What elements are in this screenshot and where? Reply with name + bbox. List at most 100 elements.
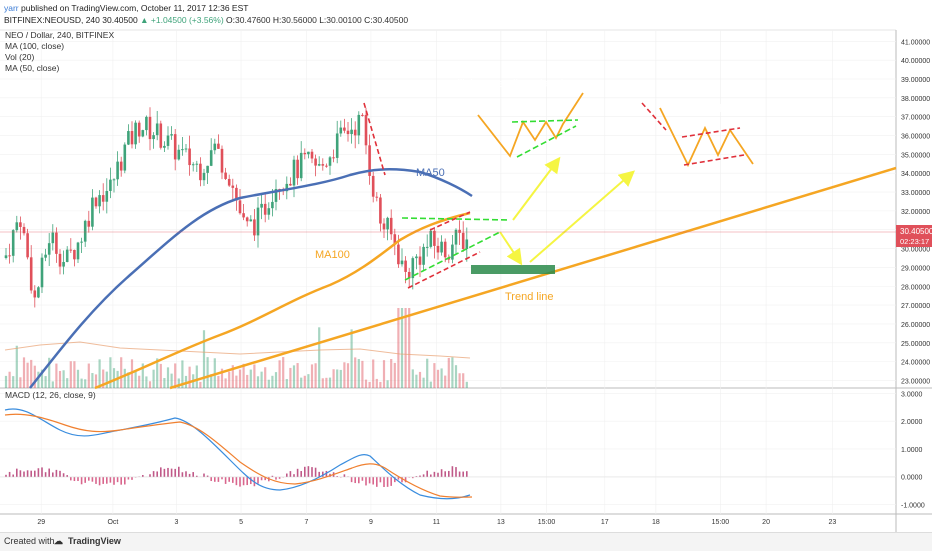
macd-bar — [20, 470, 22, 477]
macd-bar — [354, 477, 356, 483]
volume-bar — [19, 377, 21, 388]
candle-body — [203, 173, 206, 180]
macd-bar — [448, 471, 450, 477]
candle-body — [325, 166, 328, 167]
macd-bar — [257, 477, 259, 484]
candle-body — [77, 243, 80, 260]
volume-bar — [401, 308, 403, 388]
price-tick-label: 41.00000 — [901, 39, 930, 46]
bullish-pattern-sketch — [478, 93, 583, 156]
volume-bar — [336, 369, 338, 388]
candle-body — [347, 131, 350, 134]
volume-bar — [153, 370, 155, 388]
macd-bar — [48, 469, 50, 477]
candle-body — [307, 152, 310, 155]
candle-body — [210, 150, 213, 166]
volume-bar — [199, 382, 201, 388]
macd-bar — [426, 471, 428, 477]
macd-bar — [77, 477, 79, 481]
time-tick-label: 23 — [828, 519, 836, 526]
candle-body — [296, 160, 299, 178]
volume-bar — [84, 379, 86, 388]
macd-bar — [30, 471, 32, 477]
candle-body — [318, 164, 321, 165]
signal-line — [5, 414, 472, 497]
volume-bar — [297, 363, 299, 388]
candle-body — [358, 115, 361, 135]
candle-body — [462, 233, 465, 249]
candle-body — [59, 254, 62, 267]
macd-bar — [5, 475, 7, 477]
candle-body — [383, 224, 386, 230]
candle-body — [73, 250, 76, 259]
macd-bar — [210, 477, 212, 481]
candle-body — [185, 149, 188, 150]
volume-bar — [174, 363, 176, 388]
bullish-label: Bullish Ascending triangle — [444, 78, 569, 90]
macd-bar — [84, 477, 86, 483]
macd-bar — [192, 472, 194, 477]
macd-bar — [380, 477, 382, 482]
macd-bar — [23, 472, 25, 477]
candle-body — [311, 152, 314, 159]
volume-bar — [372, 359, 374, 388]
volume-bar — [376, 379, 378, 388]
candle-body — [426, 247, 429, 248]
volume-bar — [347, 363, 349, 388]
volume-ma-line — [5, 342, 470, 358]
candle-body — [80, 242, 83, 243]
macd-bar — [362, 477, 364, 481]
time-tick-label: 7 — [304, 519, 308, 526]
candle-body — [192, 164, 195, 165]
macd-bar — [455, 467, 457, 477]
price-tick-label: 35.00000 — [901, 152, 930, 159]
macd-bar — [110, 477, 112, 483]
candle-body — [217, 144, 220, 149]
price-tick-label: 38.00000 — [901, 96, 930, 103]
volume-bar — [27, 363, 29, 388]
time-tick-label: Oct — [107, 519, 118, 526]
macd-bar — [225, 477, 227, 484]
macd-bar — [293, 474, 295, 477]
price-chart[interactable]: 41.0000040.0000039.0000038.0000037.00000… — [0, 0, 932, 532]
volume-bar — [243, 364, 245, 388]
volume-bar — [437, 370, 439, 388]
volume-bar — [448, 358, 450, 388]
candle-body — [397, 245, 400, 265]
volume-bar — [329, 378, 331, 388]
candle-body — [440, 242, 443, 253]
candle-body — [124, 145, 127, 171]
candlesticks — [5, 107, 468, 307]
volume-bar — [365, 380, 367, 388]
candle-body — [160, 123, 163, 147]
volume-bar — [70, 361, 72, 388]
macd-bar — [243, 477, 245, 485]
macd-bar — [128, 477, 130, 480]
macd-bar — [286, 474, 288, 477]
macd-bar — [171, 469, 173, 477]
volume-bar — [369, 382, 371, 388]
macd-bar — [102, 477, 104, 484]
tradingview-brand[interactable]: TradingView — [68, 536, 121, 546]
candle-body — [37, 287, 40, 297]
macd-bar — [92, 477, 94, 482]
macd-bar — [52, 472, 54, 477]
macd-bar — [466, 471, 468, 477]
macd-bar — [120, 477, 122, 485]
macd-bar — [27, 470, 29, 477]
macd-bar — [34, 471, 36, 477]
candle-body — [116, 162, 119, 180]
candle-body — [91, 198, 94, 227]
macd-bar — [70, 477, 72, 480]
volume-bar — [286, 379, 288, 388]
macd-bar — [308, 466, 310, 477]
macd-bar — [304, 467, 306, 477]
candle-body — [250, 219, 253, 221]
volume-bar — [325, 378, 327, 388]
volume-bar — [160, 364, 162, 388]
macd-bar — [41, 467, 43, 477]
macd-bar — [131, 477, 133, 480]
legend-ma50: MA (50, close) — [5, 63, 59, 73]
volume-bar — [138, 376, 140, 388]
